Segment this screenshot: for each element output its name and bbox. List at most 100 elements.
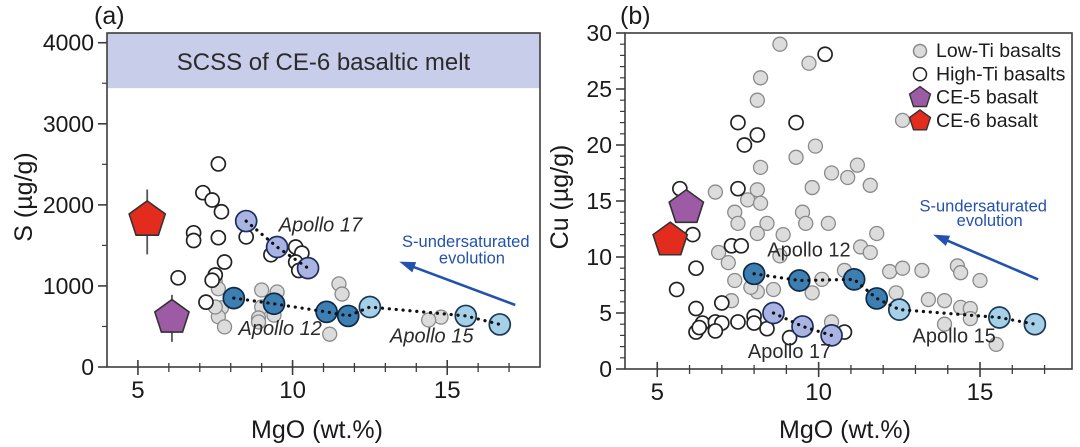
data-point-low-ti-basalts	[710, 244, 727, 261]
data-point-low-ti-basalts	[775, 226, 791, 243]
data-point-high-ti-basalts	[688, 260, 704, 277]
annotation: S-undersaturated	[402, 233, 530, 251]
scss-band	[107, 33, 540, 89]
data-point-low-ti-basalts	[730, 215, 746, 232]
data-point-low-ti-basalts	[862, 177, 878, 193]
x-axis-tick-label: 15	[434, 377, 461, 404]
evolution-arrow-head	[399, 261, 417, 273]
y-axis-tick-label: 5	[599, 300, 612, 326]
data-point-low-ti-basalts	[322, 326, 338, 342]
data-point-high-ti-basalts	[713, 295, 730, 311]
panel-a-frame	[106, 32, 541, 368]
evolution-arrow-head	[933, 234, 951, 246]
data-point-low-ti-basalts	[739, 192, 756, 208]
data-point-low-ti-basalts	[972, 272, 988, 289]
data-point-high-ti-basalts	[668, 281, 685, 298]
data-point-low-ti-basalts	[869, 225, 885, 242]
data-point-high-ti-basalts	[788, 114, 804, 131]
y-axis-tick-label: 0	[599, 356, 612, 382]
legend-swatch-high-ti-basalts	[912, 67, 928, 82]
y-axis-tick-label: 20	[586, 132, 612, 158]
data-point-low-ti-basalts	[334, 286, 350, 302]
y-axis-tick-label: 10	[586, 244, 612, 270]
data-point-high-ti-basalts	[216, 254, 233, 270]
x-axis-title: MgO (wt.%)	[779, 416, 911, 444]
y-axis-tick-label: 3000	[43, 111, 94, 137]
panel-a-label: (a)	[94, 2, 125, 30]
data-point-low-ti-basalts	[772, 248, 788, 264]
annotation: evolution	[957, 212, 1023, 230]
data-point-high-ti-basalts	[204, 192, 221, 208]
data-point-low-ti-basalts	[801, 55, 817, 71]
data-point-high-ti-basalts	[204, 272, 221, 289]
scss-band-label: SCSS of CE-6 basaltic melt	[177, 49, 471, 76]
panel-b-label: (b)	[620, 2, 651, 30]
data-point-low-ti-basalts	[727, 272, 743, 289]
data-point-ce-6-basalt	[652, 221, 689, 256]
data-point-high-ti-basalts	[198, 294, 214, 310]
annotation: Apollo 17	[278, 215, 363, 237]
data-point-low-ti-basalts	[707, 184, 724, 200]
y-axis-tick-label: 4000	[43, 30, 94, 56]
data-point-low-ti-basalts	[798, 215, 814, 232]
data-point-high-ti-basalts	[781, 329, 798, 346]
data-point-high-ti-basalts	[210, 156, 227, 172]
data-point-high-ti-basalts	[707, 323, 724, 339]
data-point-low-ti-basalts	[881, 263, 898, 280]
data-point-ce-5-basalt	[668, 188, 705, 224]
data-point-high-ti-basalts	[749, 127, 766, 143]
data-point-low-ti-basalts	[804, 179, 820, 196]
data-point-low-ti-basalts	[772, 36, 788, 52]
data-point-high-ti-basalts	[746, 315, 762, 331]
data-point-low-ti-basalts	[804, 285, 820, 301]
data-point-apollo-12-basalts	[787, 269, 811, 292]
data-point-low-ti-basalts	[840, 169, 856, 186]
data-point-apollo-15-basalts	[887, 298, 911, 321]
data-point-low-ti-basalts	[216, 319, 233, 335]
data-point-high-ti-basalts	[170, 269, 186, 286]
data-point-low-ti-basalts	[914, 262, 930, 279]
data-point-low-ti-basalts	[759, 215, 775, 232]
data-point-high-ti-basalts	[691, 319, 708, 336]
x-axis-tick-label: 10	[805, 379, 832, 406]
legend-label-high-ti-basalts: High-Ti basalts	[936, 63, 1066, 85]
annotation: Apollo 12	[237, 318, 321, 340]
data-point-high-ti-basalts	[730, 114, 746, 131]
y-axis-tick-label: 0	[81, 354, 94, 380]
data-point-high-ti-basalts	[185, 232, 202, 249]
y-axis-tick-label: 15	[586, 188, 612, 214]
legend-swatch-ce-6-basalt	[908, 109, 932, 131]
data-point-low-ti-basalts	[752, 195, 769, 211]
data-point-low-ti-basalts	[720, 254, 736, 271]
annotation: evolution	[439, 249, 505, 267]
data-point-low-ti-basalts	[749, 92, 765, 108]
data-point-low-ti-basalts	[888, 285, 904, 301]
evolution-arrow-shaft	[410, 264, 516, 307]
data-point-low-ti-basalts	[988, 336, 1004, 353]
data-point-low-ti-basalts	[807, 138, 824, 154]
data-point-high-ti-basalts	[688, 300, 704, 317]
legend-swatch-low-ti-basalts	[912, 43, 928, 59]
data-point-low-ti-basalts	[752, 159, 769, 176]
data-point-low-ti-basalts	[920, 291, 937, 308]
y-axis-title: Cu (µg/g)	[546, 145, 574, 250]
data-point-low-ti-basalts	[421, 312, 437, 328]
y-axis-tick-label: 1000	[43, 273, 94, 299]
x-axis-tick-label: 15	[967, 379, 994, 406]
annotation: Apollo 15	[912, 326, 995, 348]
data-point-low-ti-basalts	[765, 281, 782, 298]
data-point-low-ti-basalts	[823, 165, 840, 181]
legend-label-ce-6-basalt: CE-6 basalt	[936, 110, 1038, 132]
x-axis-tick-label: 5	[131, 377, 144, 404]
annotation: Apollo 17	[748, 341, 831, 363]
dotted-trend-line	[752, 272, 1037, 326]
data-point-ce-5-basalt	[153, 298, 191, 333]
annotation: Apollo 15	[389, 326, 474, 348]
data-point-high-ti-basalts	[733, 237, 750, 254]
data-point-high-ti-basalts	[213, 203, 230, 220]
data-point-apollo-15-basalts	[1023, 312, 1047, 336]
legend-label-low-ti-basalts: Low-Ti basalts	[936, 40, 1061, 62]
data-point-low-ti-basalts	[894, 112, 911, 129]
